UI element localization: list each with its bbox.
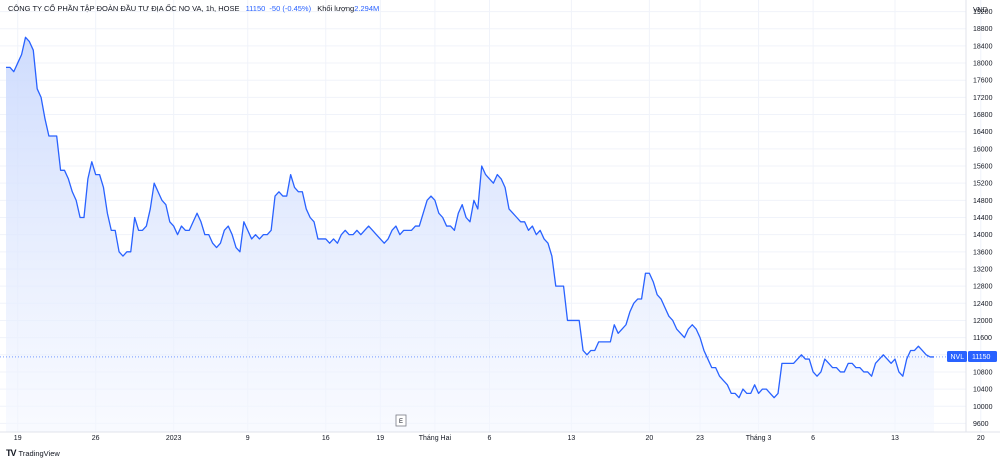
y-tick-label: 11600 xyxy=(973,335,992,342)
price-axis-unit: VND xyxy=(973,7,988,14)
y-tick-label: 16800 xyxy=(973,112,993,119)
symbol-title: CÔNG TY CỔ PHẦN TẬP ĐOÀN ĐẦU TƯ ĐỊA ỐC N… xyxy=(8,4,240,13)
y-tick-label: 16000 xyxy=(973,146,993,153)
x-tick-label: 23 xyxy=(696,435,704,442)
tradingview-brand-text: TradingView xyxy=(18,448,60,458)
price-change: -50 (-0.45%) xyxy=(269,4,312,13)
x-tick-label: 20 xyxy=(977,435,985,442)
y-tick-label: 12400 xyxy=(973,301,993,308)
y-tick-label: 13200 xyxy=(973,266,993,273)
y-tick-label: 10400 xyxy=(973,387,993,394)
y-tick-label: 19200 xyxy=(973,9,993,16)
y-tick-label: 18400 xyxy=(973,43,993,50)
events-marker-box[interactable] xyxy=(395,414,407,427)
y-tick-label: 18800 xyxy=(973,26,993,33)
y-tick-label: 17600 xyxy=(973,78,993,85)
x-tick-label: 20 xyxy=(645,435,653,442)
y-tick-label: 10800 xyxy=(973,369,993,376)
y-tick-label: 13600 xyxy=(973,249,993,256)
price-axis[interactable]: 9600100001040010800112001160012000124001… xyxy=(973,9,993,428)
x-tick-label: 2023 xyxy=(166,435,182,442)
x-tick-label: 13 xyxy=(567,435,575,442)
y-tick-label: 14800 xyxy=(973,198,993,205)
x-tick-label: 16 xyxy=(322,435,330,442)
y-tick-label: 9600 xyxy=(973,421,989,428)
events-marker[interactable]: E xyxy=(395,414,407,427)
tradingview-logo-icon: TV xyxy=(6,448,16,458)
y-tick-label: 14000 xyxy=(973,232,993,239)
x-tick-label: 6 xyxy=(488,435,492,442)
x-tick-label: 19 xyxy=(14,435,22,442)
x-tick-label: Tháng 3 xyxy=(746,435,772,442)
y-tick-label: 17200 xyxy=(973,95,993,102)
price-tag-symbol: NVL xyxy=(951,354,965,361)
y-tick-label: 10000 xyxy=(973,404,993,411)
price-tag-value: 11150 xyxy=(972,354,991,361)
x-tick-label: 6 xyxy=(811,435,815,442)
y-tick-label: 12800 xyxy=(973,284,993,291)
y-tick-label: 14400 xyxy=(973,215,993,222)
y-tick-label: 15200 xyxy=(973,181,993,188)
events-marker-label: E xyxy=(399,419,403,425)
y-tick-label: 12000 xyxy=(973,318,993,325)
y-tick-label: 15600 xyxy=(973,164,993,171)
tradingview-brand[interactable]: TV TradingView xyxy=(6,448,60,458)
last-price: 11150 xyxy=(245,4,266,13)
time-axis[interactable]: 19 26 2023 9 16 19 Tháng Hai 6 13 20 23 Tháng 3 6 13 2… xyxy=(14,435,985,442)
x-tick-label: 26 xyxy=(92,435,100,442)
volume-value: 2.294M xyxy=(354,4,380,13)
price-area-fill xyxy=(6,37,934,432)
price-line xyxy=(6,36,934,399)
price-tag: NVL 11150 xyxy=(947,351,997,362)
x-tick-label: 19 xyxy=(376,435,384,442)
x-tick-label: Tháng Hai xyxy=(419,435,452,442)
price-tag-symbol-bg xyxy=(947,351,967,362)
y-tick-label: 16400 xyxy=(973,129,993,136)
x-tick-label: 13 xyxy=(891,435,899,442)
chart-legend: CÔNG TY CỔ PHẦN TẬP ĐOÀN ĐẦU TƯ ĐỊA ỐC N… xyxy=(8,4,379,13)
x-tick-label: 9 xyxy=(246,435,250,442)
y-tick-label: 18000 xyxy=(973,61,993,68)
volume-label: Khối lượng xyxy=(317,4,355,13)
price-tag-value-bg xyxy=(968,351,997,362)
